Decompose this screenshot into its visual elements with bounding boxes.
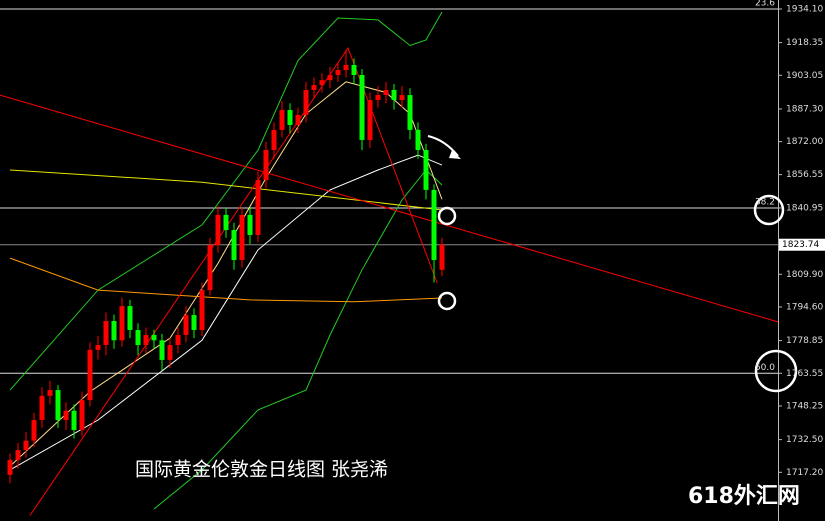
y-tick-label: 1732.50 (786, 435, 823, 445)
candle-body (399, 95, 405, 100)
y-tick-label: 1872.00 (786, 137, 823, 147)
candle-body (295, 114, 301, 125)
overlay-line (9, 169, 443, 211)
candle-body (119, 306, 125, 341)
y-tick-label: 1794.60 (786, 302, 823, 312)
candle-body (159, 340, 165, 360)
candle-body (263, 149, 269, 181)
annotation-circle (437, 291, 457, 311)
candle-body (343, 64, 349, 71)
candle-body (23, 440, 29, 451)
y-tick-label: 1918.35 (786, 38, 823, 48)
y-tick-label: 1934.10 (786, 4, 823, 14)
y-tick-label: 1748.25 (786, 401, 823, 411)
candle-body (191, 315, 197, 331)
candle-body (87, 349, 93, 401)
candle-body (287, 110, 293, 125)
candle-body (335, 70, 341, 75)
candle-body (223, 214, 229, 231)
price-box (779, 238, 825, 251)
fib-label: 38.2 (755, 197, 775, 207)
candle-body (135, 330, 141, 345)
candle-body (391, 89, 397, 100)
candle-body (311, 85, 317, 90)
candle-body (55, 390, 61, 420)
candle-body (199, 290, 205, 331)
candle-body (7, 459, 13, 475)
candle-body (151, 334, 157, 341)
overlay-line (29, 47, 438, 516)
candle-body (431, 189, 437, 260)
candle-body (367, 99, 373, 140)
candle-body (39, 395, 45, 420)
candle-body (103, 321, 109, 345)
y-tick-label: 1717.20 (786, 468, 823, 478)
candle-body (359, 74, 365, 140)
candle-body (327, 74, 333, 81)
overlay-line (9, 154, 443, 471)
price-label: 1823.74 (782, 240, 819, 250)
candle-body (63, 410, 69, 420)
annotation-circle (754, 349, 798, 393)
candle-body (231, 230, 237, 260)
overlay-line (9, 257, 443, 303)
y-tick-label: 1887.30 (786, 104, 823, 114)
candle-body (71, 410, 77, 431)
candle-body (95, 344, 101, 350)
candle-body (423, 149, 429, 190)
candle-body (47, 390, 53, 396)
candle-body (15, 450, 21, 460)
overlay-line (153, 169, 443, 510)
candle-body (383, 89, 389, 96)
overlay-line (9, 81, 443, 467)
candle-body (111, 321, 117, 341)
candle-body (127, 306, 133, 331)
y-tick-label: 1778.85 (786, 336, 823, 346)
candle-body (143, 334, 149, 345)
y-tick-label: 1809.90 (786, 270, 823, 280)
chart-title: 国际黄金伦敦金日线图 张尧浠 (135, 459, 388, 481)
watermark: 618外汇网 (688, 483, 800, 509)
candle-body (31, 419, 37, 441)
candle-body (407, 95, 413, 130)
fib-label: 23.6 (755, 0, 775, 8)
annotation-circle (753, 194, 785, 226)
arrow-head (449, 150, 461, 159)
candle-body (439, 244, 445, 270)
y-tick-label: 1763.55 (786, 369, 823, 379)
candle-body (79, 400, 85, 431)
candle-body (271, 129, 277, 150)
fib-label: 50.0 (755, 363, 775, 373)
candle-body (375, 95, 381, 100)
overlay-line (9, 11, 443, 391)
candle-body (279, 110, 285, 130)
candle-body (415, 129, 421, 150)
candle-body (175, 334, 181, 345)
overlay-line (0, 94, 779, 323)
candle-body (319, 80, 325, 86)
candle-body (183, 315, 189, 335)
candle-body (303, 89, 309, 115)
candle-body (215, 214, 221, 246)
candle-body (167, 344, 173, 360)
annotation-circle (437, 206, 457, 226)
y-tick-label: 1840.95 (786, 203, 823, 213)
candle-body (351, 64, 357, 75)
candle-body (239, 214, 245, 260)
candle-body (255, 180, 261, 235)
y-tick-label: 1903.05 (786, 71, 823, 81)
candle-body (207, 245, 213, 291)
arrow (427, 135, 459, 157)
y-tick-label: 1856.55 (786, 170, 823, 180)
candle-body (247, 214, 253, 235)
